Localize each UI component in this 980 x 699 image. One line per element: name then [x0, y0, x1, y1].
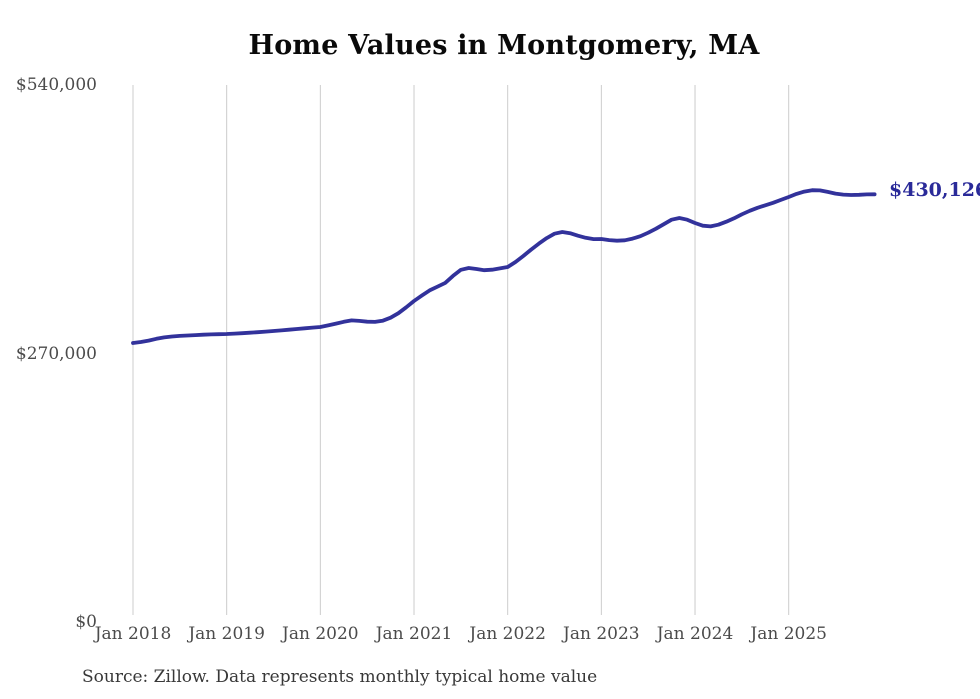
x-axis-tick-label: Jan 2023 — [563, 624, 640, 644]
x-axis-tick-label: Jan 2024 — [656, 624, 734, 644]
y-axis-tick-label: $0 — [75, 612, 97, 632]
latest-value-label: $430,126 — [889, 179, 980, 201]
x-axis-tick-label: Jan 2020 — [282, 624, 359, 644]
x-axis-tick-label: Jan 2018 — [94, 624, 172, 644]
x-axis-tick-label: Jan 2019 — [188, 624, 265, 644]
x-axis-tick-label: Jan 2021 — [375, 624, 453, 644]
home-value-line — [131, 188, 877, 345]
y-axis-tick-label: $540,000 — [15, 75, 97, 95]
chart-title: Home Values in Montgomery, MA — [248, 30, 760, 61]
x-axis-tick-label: Jan 2025 — [750, 624, 827, 644]
gridlines — [132, 85, 790, 615]
x-axis-tick-label: Jan 2022 — [469, 624, 546, 644]
y-axis-tick-label: $270,000 — [15, 343, 97, 364]
source-note: Source: Zillow. Data represents monthly … — [82, 667, 598, 687]
